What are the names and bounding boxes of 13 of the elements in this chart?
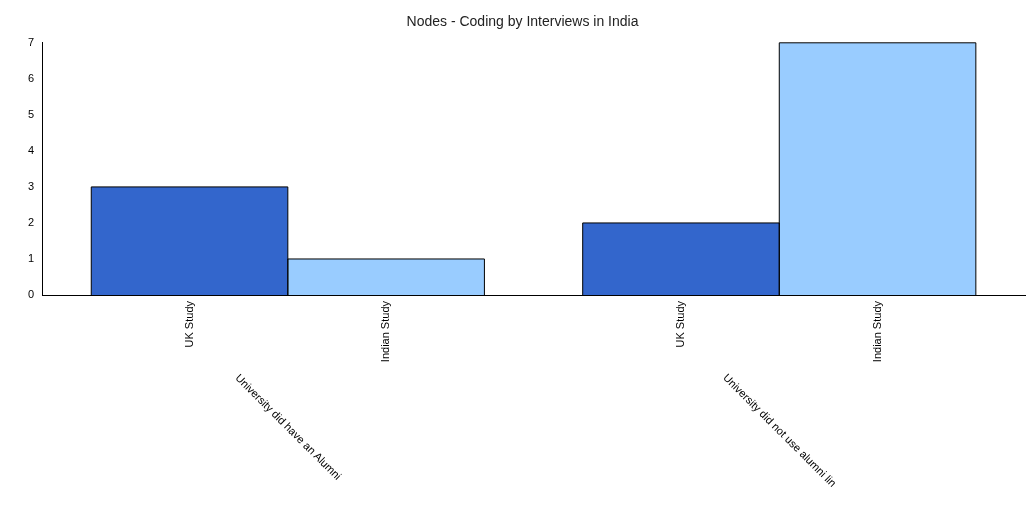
y-tick-label: 5 <box>27 107 35 120</box>
y-tick-label: 0 <box>27 288 35 301</box>
text: Indian Study <box>379 300 392 363</box>
text: UK Study <box>674 301 687 348</box>
y-tick-label: 3 <box>27 179 35 192</box>
y-tick-label: 7 <box>27 35 35 48</box>
y-tick-label: 1 <box>27 252 35 264</box>
text: UK Study <box>182 300 195 348</box>
text: Indian Study <box>870 301 883 363</box>
y-tick-label: 4 <box>27 143 35 156</box>
y-tick-label: 2 <box>27 215 35 228</box>
chart-title: Nodes - Coding by Interviews in India <box>406 13 639 30</box>
y-tick-label: 6 <box>27 71 35 84</box>
